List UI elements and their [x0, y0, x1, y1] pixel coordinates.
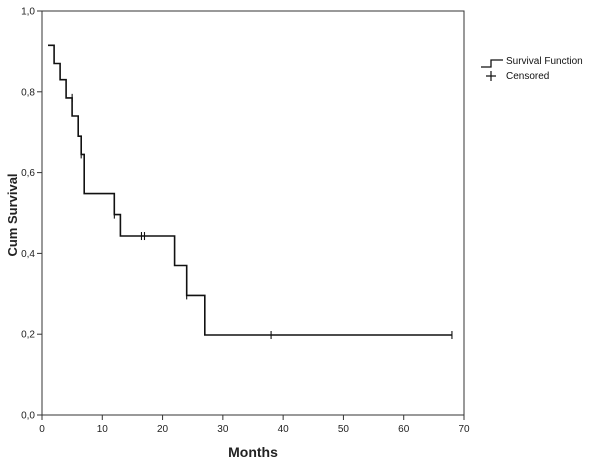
series-layer: [48, 44, 452, 336]
y-axis: 0,0 0,2 0,4 0,6 0,8 1,0: [21, 7, 42, 422]
plot-border: [41, 10, 465, 416]
x-tick-label: 50: [338, 424, 350, 435]
x-tick-label: 20: [157, 424, 169, 435]
plot-frame: [41, 10, 465, 416]
y-tick-label: 0,2: [21, 330, 35, 341]
x-tick-label: 70: [458, 424, 470, 435]
x-tick-label: 60: [398, 424, 410, 435]
x-tick-label: 30: [217, 424, 229, 435]
y-tick-label: 0,4: [21, 249, 35, 260]
y-tick-label: 1,0: [21, 7, 35, 18]
survival-function-line: [48, 44, 452, 336]
legend-censored-marker-icon: [486, 71, 496, 81]
legend: Survival Function Censored: [481, 56, 583, 82]
x-axis: 0 10 20 30 40 50 60 70: [39, 415, 470, 435]
legend-survival-line-icon: [481, 59, 503, 68]
legend-censored-label: Censored: [506, 71, 549, 82]
x-axis-title: Months: [228, 444, 278, 460]
censored-markers: [71, 93, 453, 340]
y-tick-label: 0,0: [21, 411, 35, 422]
y-axis-title: Cum Survival: [5, 173, 20, 256]
x-tick-label: 0: [39, 424, 45, 435]
legend-survival-label: Survival Function: [506, 56, 583, 67]
y-tick-label: 0,8: [21, 87, 35, 98]
x-tick-label: 40: [278, 424, 290, 435]
x-tick-label: 10: [97, 424, 109, 435]
y-tick-label: 0,6: [21, 168, 35, 179]
